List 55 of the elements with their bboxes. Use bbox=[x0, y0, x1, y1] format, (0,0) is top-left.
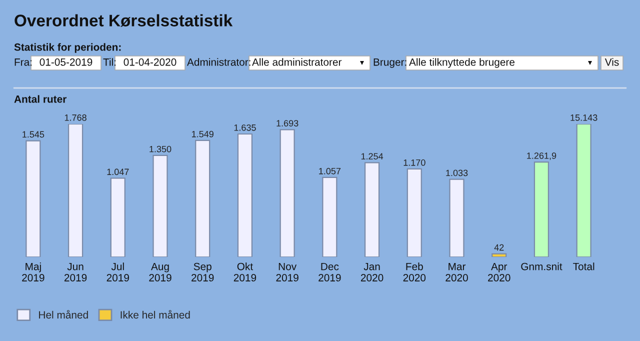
text: Bruger: bbox=[374, 58, 406, 68]
text: Administrator: bbox=[187, 58, 250, 66]
text: Til: bbox=[103, 58, 116, 66]
bar bbox=[364, 162, 380, 257]
text: Vis bbox=[604, 58, 619, 66]
data-label: 1.254 bbox=[361, 153, 384, 160]
data-label: 1.047 bbox=[107, 168, 129, 176]
bar bbox=[110, 178, 126, 257]
data-label: 1.350 bbox=[150, 146, 172, 152]
x-tick-label: Gnm.snit bbox=[521, 262, 562, 270]
legend-label: Hel måned bbox=[39, 310, 88, 319]
x-tick-label: Aug 2019 bbox=[149, 262, 172, 282]
bar bbox=[449, 178, 464, 257]
x-tick-label: Mar 2020 bbox=[446, 262, 468, 282]
x-tick-label: Okt 2019 bbox=[234, 262, 256, 282]
data-label: 1.768 bbox=[64, 114, 86, 121]
data-label: 1.033 bbox=[446, 170, 468, 176]
data-label: 1.549 bbox=[192, 130, 214, 138]
bar bbox=[406, 168, 422, 257]
x-tick-label: Jun 2019 bbox=[64, 262, 87, 282]
data-label: 1.635 bbox=[234, 124, 256, 131]
bar bbox=[280, 129, 295, 257]
bar bbox=[68, 124, 84, 257]
data-label: 1.057 bbox=[319, 168, 341, 174]
y-axis-title: Antal ruter bbox=[14, 95, 67, 103]
x-tick-label: Maj 2019 bbox=[22, 262, 44, 282]
x-tick-label: Sep 2019 bbox=[192, 262, 214, 282]
text: Alle tilknyttede brugere bbox=[409, 58, 514, 68]
x-tick-label: Jan 2020 bbox=[360, 262, 384, 282]
chart-title: Overordnet Kørselsstatistik bbox=[14, 14, 233, 27]
bar bbox=[492, 253, 507, 257]
data-label: 1.170 bbox=[404, 159, 426, 166]
bar bbox=[534, 162, 550, 257]
bar bbox=[152, 154, 168, 257]
x-tick-label: Nov 2019 bbox=[276, 262, 298, 282]
x-tick-label: Total bbox=[573, 262, 594, 270]
data-label: 42 bbox=[494, 244, 504, 251]
bar bbox=[322, 176, 338, 257]
bar bbox=[195, 140, 210, 257]
x-tick-label: Jul 2019 bbox=[106, 262, 129, 282]
x-tick-label: Dec 2019 bbox=[318, 262, 341, 282]
text: 01-05-2019 bbox=[40, 58, 92, 66]
legend-label: Ikke hel måned bbox=[120, 310, 190, 319]
chart-subtitle: Statistik for perioden: bbox=[14, 43, 121, 53]
text: Fra: bbox=[14, 58, 32, 66]
data-label: 15.143 bbox=[570, 114, 598, 121]
data-label: 1.545 bbox=[22, 131, 44, 138]
data-label: 1.693 bbox=[276, 120, 298, 126]
bar bbox=[237, 133, 253, 257]
data-label: 1.261,9 bbox=[527, 152, 556, 160]
bar bbox=[26, 140, 41, 257]
text: Alle administratorer bbox=[252, 58, 342, 66]
x-tick-label: Feb 2020 bbox=[403, 262, 426, 282]
x-tick-label: Apr 2020 bbox=[488, 262, 510, 282]
text: 01-04-2020 bbox=[124, 58, 176, 66]
